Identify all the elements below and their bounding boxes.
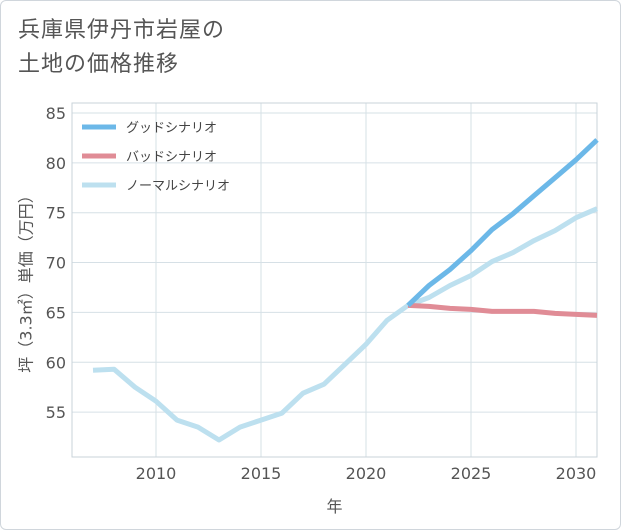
- y-axis-ticks: 55 60 65 70 75 80 85: [46, 104, 66, 422]
- legend-label-2: ノーマルシナリオ: [126, 179, 230, 194]
- y-tick-label: 65: [46, 303, 66, 322]
- y-tick-label: 75: [46, 204, 66, 223]
- chart-title-line-1: 兵庫県伊丹市岩屋の: [18, 18, 226, 43]
- plot-border: [71, 102, 598, 458]
- chart-title: 兵庫県伊丹市岩屋の 土地の価格推移: [18, 14, 225, 82]
- legend-label-0: グッドシナリオ: [126, 121, 217, 136]
- x-tick-label: 2015: [241, 464, 282, 483]
- series-layer: [92, 138, 599, 443]
- y-tick-label: 60: [46, 353, 66, 372]
- y-axis-label: 坪（3.3㎡）単価（万円）: [17, 187, 36, 372]
- legend-label-1: バッドシナリオ: [126, 150, 217, 165]
- series-line-2: [92, 206, 598, 443]
- series-line-1: [407, 302, 598, 318]
- x-tick-label: 2010: [136, 464, 177, 483]
- x-axis-ticks: 2010 2015 2020 2025 2030: [136, 464, 597, 483]
- y-tick-label: 80: [46, 154, 66, 173]
- x-tick-label: 2025: [451, 464, 492, 483]
- series-line-0: [406, 138, 599, 308]
- chart-title-line-2: 土地の価格推移: [18, 52, 180, 77]
- x-axis-label: 年: [326, 497, 342, 516]
- y-tick-label: 70: [46, 254, 66, 273]
- x-tick-label: 2020: [346, 464, 387, 483]
- y-tick-label: 55: [46, 403, 66, 422]
- y-tick-label: 85: [46, 104, 66, 123]
- x-tick-label: 2030: [556, 464, 597, 483]
